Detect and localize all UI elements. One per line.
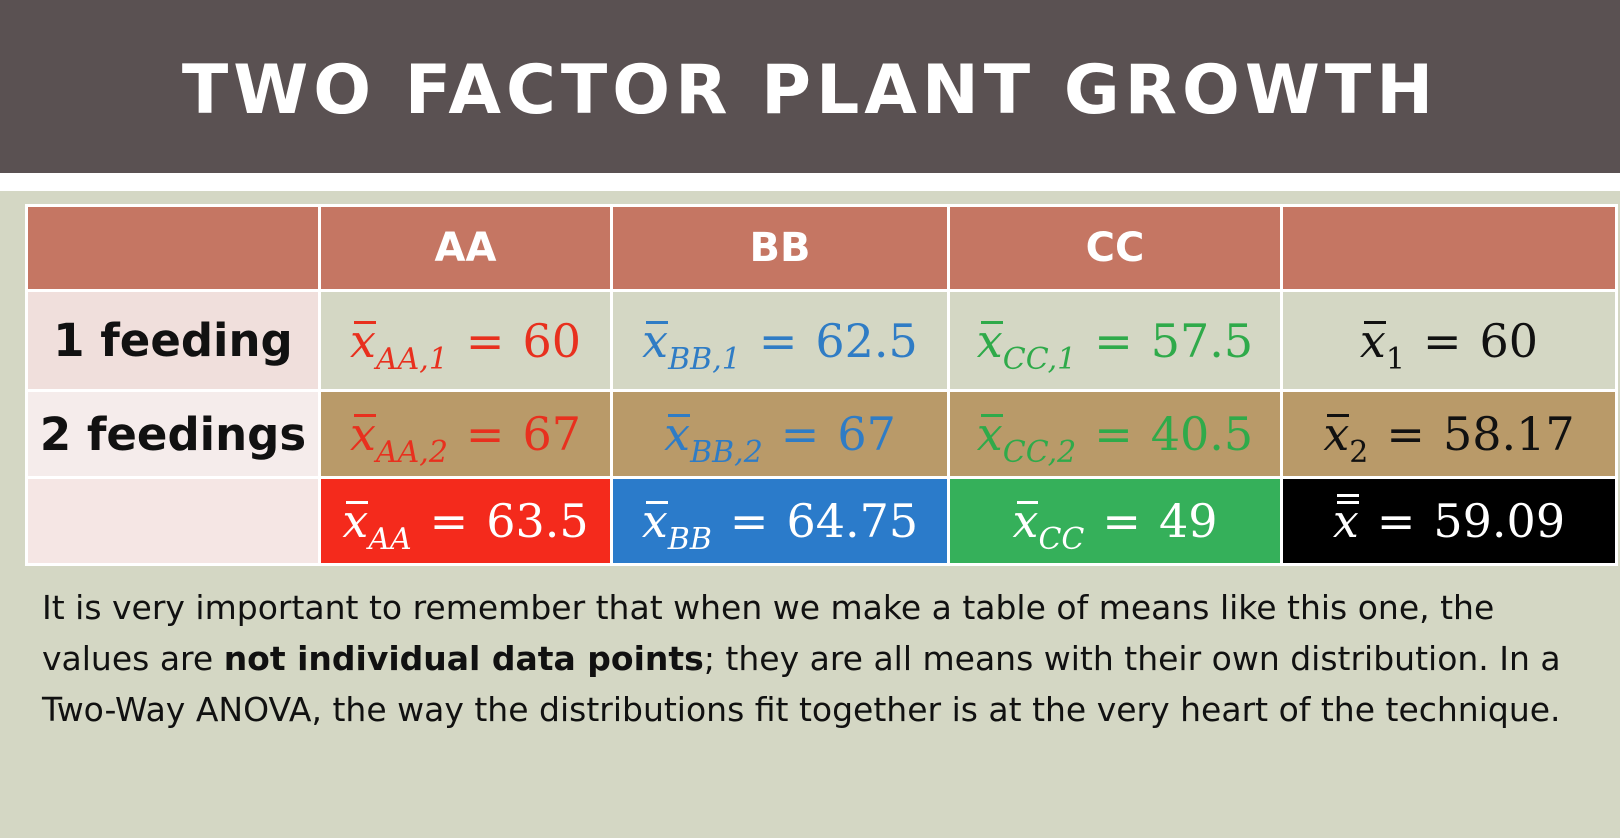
title-bar: TWO FACTOR PLANT GROWTH bbox=[0, 0, 1620, 173]
row-label bbox=[25, 476, 321, 566]
mean-cell-cc-2: xCC,2 = 40.5 bbox=[947, 389, 1283, 479]
header-cell-bb: BB bbox=[610, 204, 950, 292]
mean-value: 49 bbox=[1158, 494, 1218, 548]
table-row-column-means: xAA = 63.5 xBB = 64.75 xCC = 49 x = 59.09 bbox=[25, 476, 1618, 566]
mean-value: 67 bbox=[522, 407, 581, 461]
mean-cell-cc-1: xCC,1 = 57.5 bbox=[947, 289, 1283, 392]
row-label: 2 feedings bbox=[25, 389, 321, 479]
row-label: 1 feeding bbox=[25, 289, 321, 392]
mean-cell-cc: xCC = 49 bbox=[947, 476, 1283, 566]
mean-cell-bb-1: xBB,1 = 62.5 bbox=[610, 289, 950, 392]
mean-value: 59.09 bbox=[1433, 494, 1566, 548]
explanation-paragraph: It is very important to remember that wh… bbox=[42, 582, 1592, 735]
mean-cell-bb-2: xBB,2 = 67 bbox=[610, 389, 950, 479]
grand-mean-cell: x = 59.09 bbox=[1280, 476, 1618, 566]
mean-cell-bb: xBB = 64.75 bbox=[610, 476, 950, 566]
mean-cell-aa-2: xAA,2 = 67 bbox=[318, 389, 613, 479]
mean-cell-aa: xAA = 63.5 bbox=[318, 476, 613, 566]
header-cell-cc: CC bbox=[947, 204, 1283, 292]
paragraph-text: It is very important to remember that wh… bbox=[42, 588, 1495, 678]
mean-cell-row-2: x2 = 58.17 bbox=[1280, 389, 1618, 479]
paragraph-text: ; they are all means with their own dist… bbox=[42, 639, 1561, 729]
mean-value: 60 bbox=[522, 313, 581, 368]
mean-value: 60 bbox=[1479, 313, 1539, 368]
mean-value: 58.17 bbox=[1442, 407, 1575, 461]
mean-cell-aa-1: xAA,1 = 60 bbox=[318, 289, 613, 392]
mean-value: 67 bbox=[837, 407, 896, 461]
mean-value: 57.5 bbox=[1150, 313, 1254, 368]
mean-value: 62.5 bbox=[815, 313, 918, 368]
slide-title: TWO FACTOR PLANT GROWTH bbox=[181, 51, 1439, 130]
header-cell-aa: AA bbox=[318, 204, 613, 292]
table-row-1-feeding: 1 feeding xAA,1 = 60 xBB,1 = 62.5 xCC,1 = 57.5… bbox=[25, 289, 1618, 392]
header-cell-total bbox=[1280, 204, 1618, 292]
mean-value: 64.75 bbox=[786, 494, 919, 548]
paragraph-emphasis: not individual data points bbox=[223, 639, 704, 678]
header-cell-corner bbox=[25, 204, 321, 292]
divider-band bbox=[0, 173, 1620, 191]
table-row-2-feedings: 2 feedings xAA,2 = 67 xBB,2 = 67 xCC,2 = 40.5 … bbox=[25, 389, 1618, 479]
means-table: AA BB CC 1 feeding xAA,1 = 60 xBB,1 = 62.5 x… bbox=[25, 204, 1618, 566]
mean-value: 63.5 bbox=[486, 494, 589, 548]
mean-cell-row-1: x1 = 60 bbox=[1280, 289, 1618, 392]
mean-value: 40.5 bbox=[1150, 407, 1254, 461]
table-header-row: AA BB CC bbox=[25, 204, 1618, 292]
